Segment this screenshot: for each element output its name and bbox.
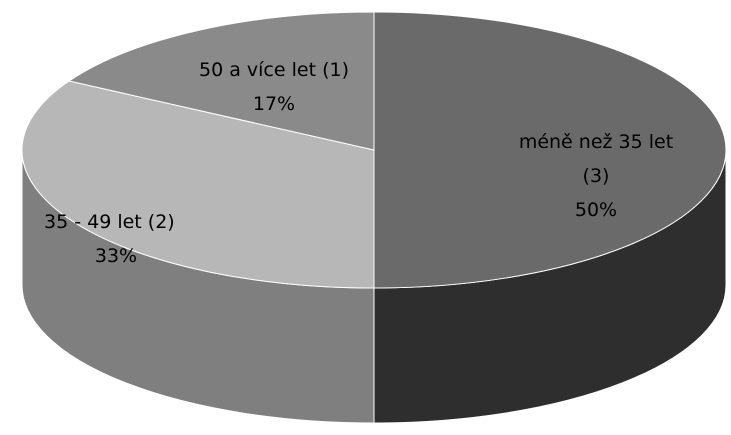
slice-percent-under35: 50% <box>575 199 617 221</box>
slice-percent-35-49: 33% <box>95 245 137 267</box>
slice-label-under35: méně než 35 let <box>519 131 673 153</box>
slice-percent-50plus: 17% <box>253 93 295 115</box>
pie-slice-50plus <box>67 11 375 151</box>
pie-slice-under35 <box>373 11 727 289</box>
pie-top-layer <box>21 11 727 289</box>
slice-label-35-49: 35 - 49 let (2) <box>44 211 175 233</box>
slice-label-50plus: 50 a více let (1) <box>199 59 349 81</box>
slice-count-under35: (3) <box>583 165 610 187</box>
pie-slice-35-49 <box>21 80 375 289</box>
